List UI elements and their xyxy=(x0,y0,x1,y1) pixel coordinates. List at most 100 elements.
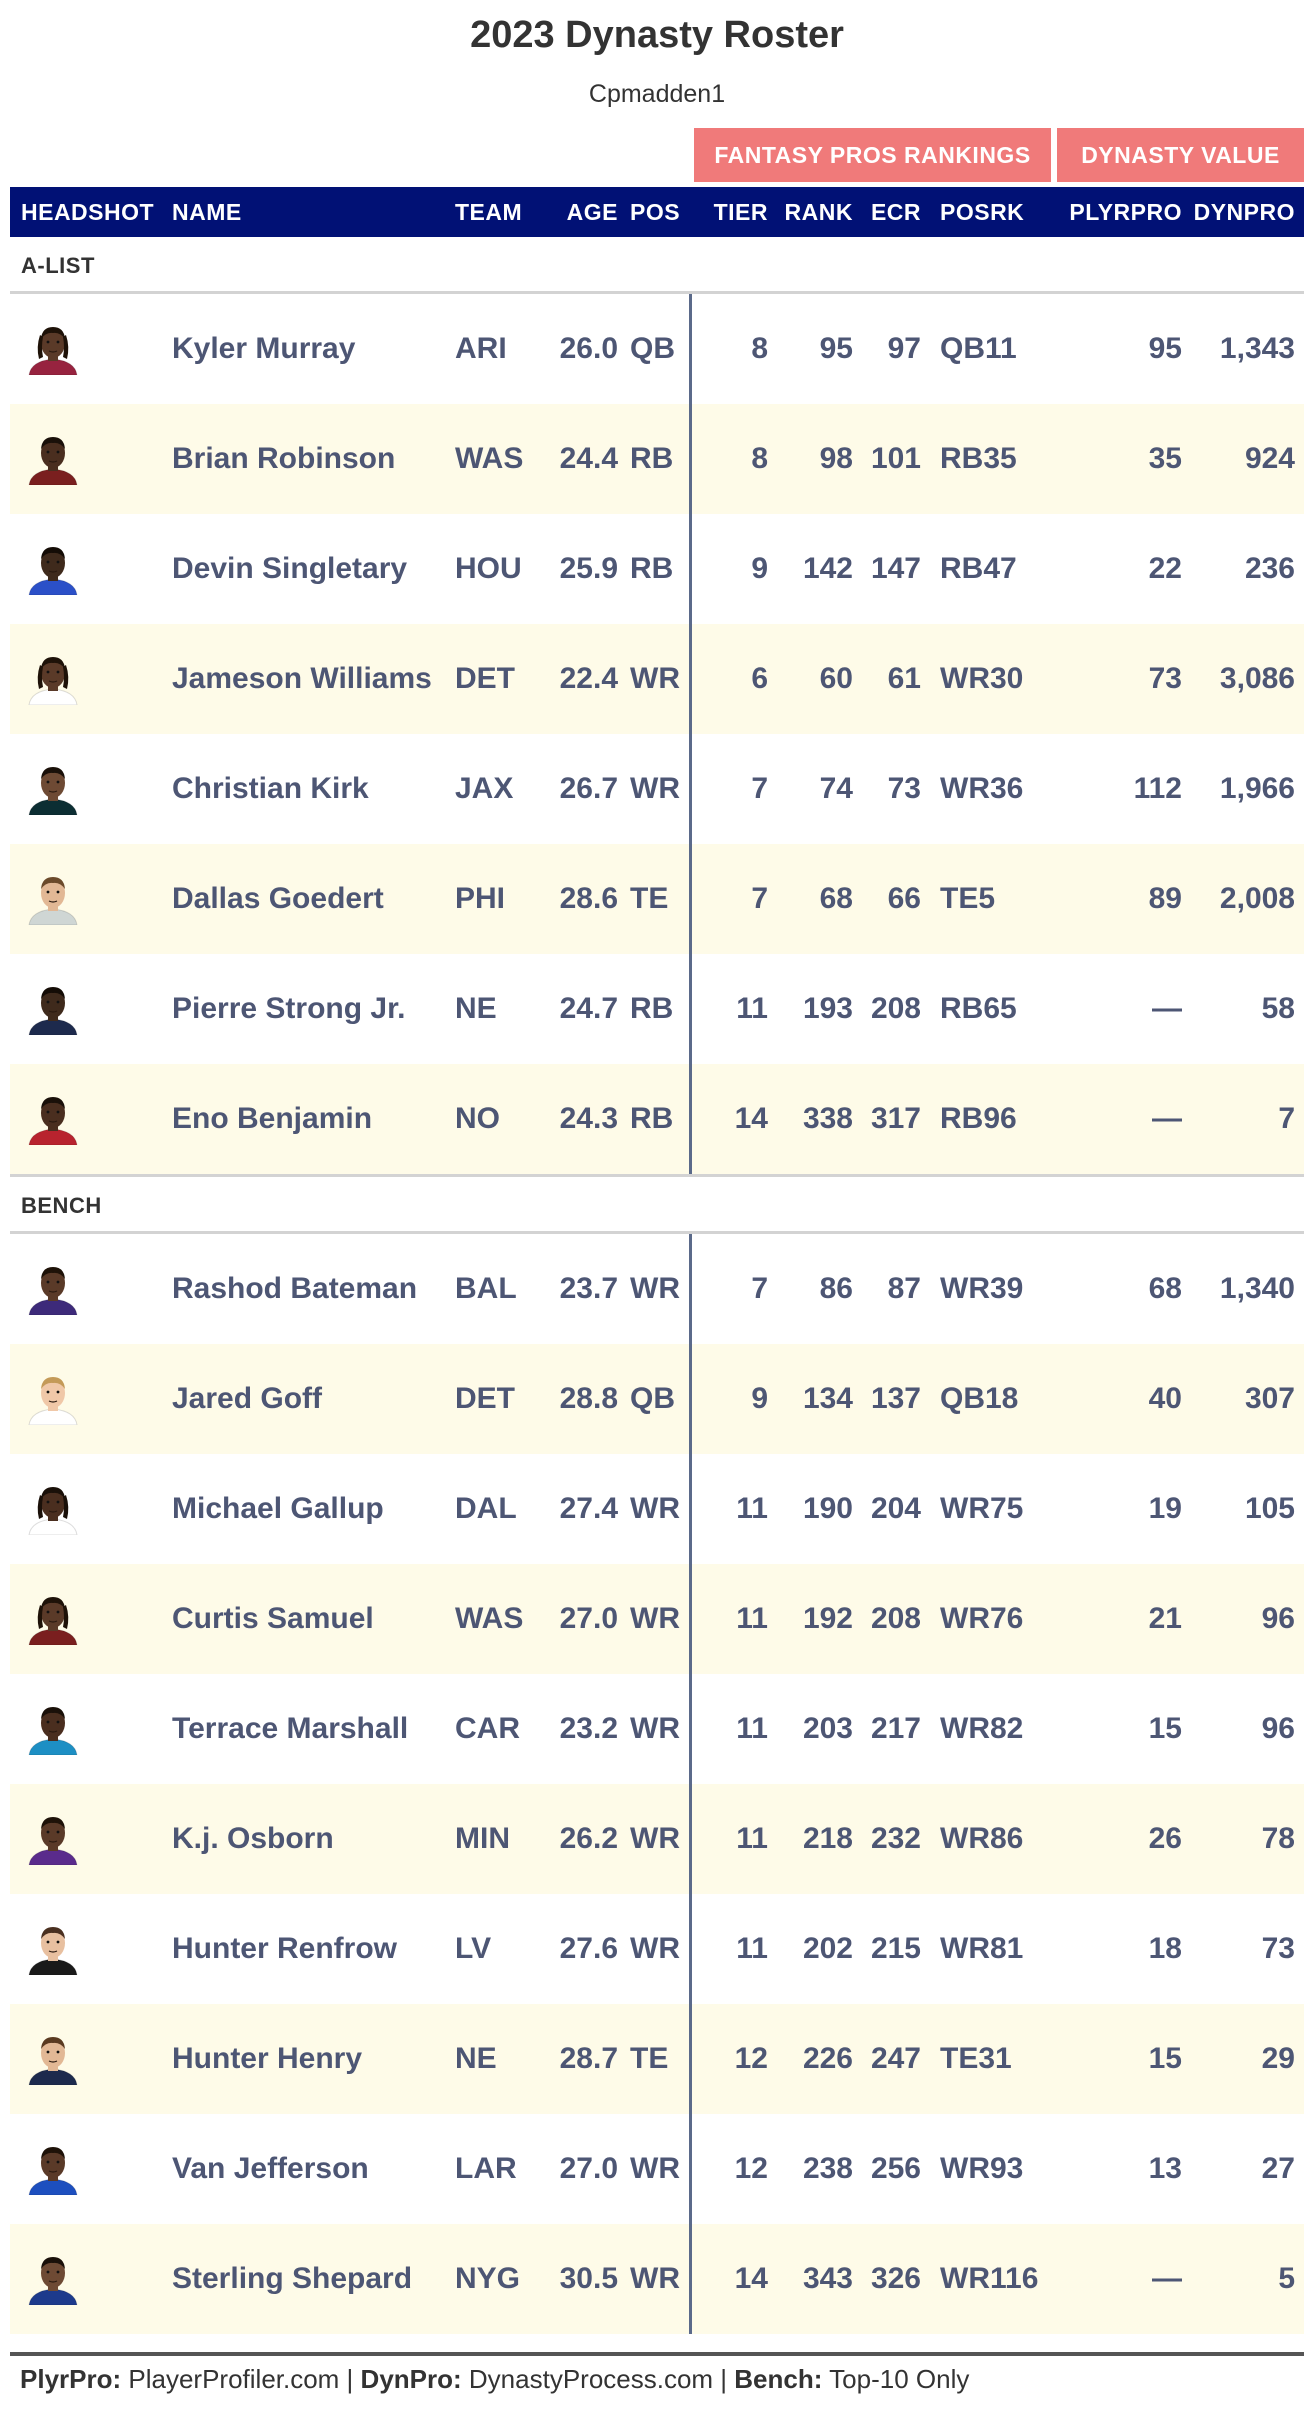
cell-rank: 98 xyxy=(819,442,853,475)
cell-tier: 8 xyxy=(751,332,768,365)
cell-ecr: 73 xyxy=(887,772,921,805)
cell-posrk: WR82 xyxy=(940,1712,1024,1745)
cell-name: Hunter Renfrow xyxy=(172,1932,397,1965)
headshot-image xyxy=(28,1597,78,1645)
cell-pos: TE xyxy=(630,2042,669,2075)
headshot-image xyxy=(28,2257,78,2305)
cell-name: Hunter Henry xyxy=(172,2042,363,2075)
cell-team: MIN xyxy=(455,1822,510,1855)
cell-age: 25.9 xyxy=(559,552,618,585)
cell-plyrpro: 89 xyxy=(1148,882,1182,915)
cell-pos: WR xyxy=(630,1492,680,1525)
spanner-dynasty-value: DYNASTY VALUE xyxy=(1057,128,1304,182)
group-label: BENCH xyxy=(21,1193,102,1218)
table-row: Pierre Strong Jr. NE 24.7 RB 11 193 208 RB65 — 58 xyxy=(10,954,1304,1064)
cell-dynpro: 1,343 xyxy=(1219,332,1295,365)
cell-rank: 74 xyxy=(819,772,853,805)
table-row: Dallas Goedert PHI 28.6 TE 7 68 66 TE5 89 2,008 xyxy=(10,844,1304,954)
table-row: Curtis Samuel WAS 27.0 WR 11 192 208 WR76 21 96 xyxy=(10,1564,1304,1674)
cell-team: JAX xyxy=(455,772,514,805)
cell-rank: 202 xyxy=(802,1932,853,1965)
cell-age: 30.5 xyxy=(559,2262,618,2295)
headshot-image xyxy=(28,437,78,485)
cell-pos: QB xyxy=(630,332,675,365)
headshot-image xyxy=(28,2037,78,2085)
table-row: Sterling Shepard NYG 30.5 WR 14 343 326 WR116 — 5 xyxy=(10,2224,1304,2334)
table-subtitle: Cpmadden1 xyxy=(588,80,726,108)
cell-dynpro: 73 xyxy=(1261,1932,1295,1965)
footer-label-bench: Bench: xyxy=(734,2364,823,2394)
cell-tier: 11 xyxy=(736,1712,768,1745)
cell-posrk: WR30 xyxy=(940,662,1024,695)
cell-tier: 14 xyxy=(734,2262,768,2295)
cell-name: Devin Singletary xyxy=(172,552,408,585)
footer-label-plyrpro: PlyrPro: xyxy=(20,2364,122,2394)
headshot-image xyxy=(28,1267,78,1315)
cell-posrk: RB96 xyxy=(940,1102,1017,1135)
cell-plyrpro: 73 xyxy=(1148,662,1182,695)
cell-age: 24.4 xyxy=(559,442,618,475)
cell-posrk: QB18 xyxy=(940,1382,1019,1415)
footer-label-dynpro: DynPro: xyxy=(360,2364,462,2394)
cell-team: DAL xyxy=(455,1492,517,1525)
cell-plyrpro: — xyxy=(1152,992,1182,1025)
cell-posrk: RB65 xyxy=(940,992,1017,1025)
cell-age: 27.6 xyxy=(559,1932,618,1965)
cell-rank: 86 xyxy=(819,1272,853,1305)
cell-tier: 9 xyxy=(751,1382,768,1415)
cell-plyrpro: 15 xyxy=(1148,1712,1182,1745)
cell-team: NYG xyxy=(455,2262,521,2295)
cell-dynpro: 1,966 xyxy=(1219,772,1295,805)
table-row: Van Jefferson LAR 27.0 WR 12 238 256 WR93 13 27 xyxy=(10,2114,1304,2224)
cell-dynpro: 924 xyxy=(1244,442,1295,475)
group-end-rule xyxy=(10,1174,1304,1177)
cell-pos: RB xyxy=(630,1102,674,1135)
table-row: Jared Goff DET 28.8 QB 9 134 137 QB18 40 307 xyxy=(10,1344,1304,1454)
headshot-image xyxy=(28,1817,78,1865)
cell-dynpro: 1,340 xyxy=(1219,1272,1295,1305)
cell-dynpro: 105 xyxy=(1244,1492,1295,1525)
cell-age: 24.3 xyxy=(559,1102,618,1135)
cell-age: 23.7 xyxy=(559,1272,618,1305)
cell-tier: 12 xyxy=(734,2152,768,2185)
cell-plyrpro: 21 xyxy=(1148,1602,1182,1635)
cell-posrk: TE31 xyxy=(940,2042,1012,2075)
cell-dynpro: 78 xyxy=(1261,1822,1295,1855)
cell-rank: 343 xyxy=(802,2262,853,2295)
cell-ecr: 87 xyxy=(887,1272,921,1305)
cell-ecr: 215 xyxy=(870,1932,921,1965)
cell-team: NE xyxy=(455,992,497,1025)
footer-text-plyrpro: PlayerProfiler.com | xyxy=(121,2364,361,2394)
col-header-ecr: ECR xyxy=(870,199,921,225)
cell-posrk: WR75 xyxy=(940,1492,1024,1525)
cell-posrk: WR39 xyxy=(940,1272,1024,1305)
cell-plyrpro: 19 xyxy=(1148,1492,1182,1525)
cell-age: 23.2 xyxy=(559,1712,618,1745)
cell-pos: RB xyxy=(630,552,674,585)
cell-posrk: WR86 xyxy=(940,1822,1024,1855)
cell-pos: RB xyxy=(630,992,674,1025)
cell-rank: 226 xyxy=(802,2042,853,2075)
cell-name: K.j. Osborn xyxy=(172,1822,334,1855)
table-row: Michael Gallup DAL 27.4 WR 11 190 204 WR75 19 105 xyxy=(10,1454,1304,1564)
cell-dynpro: 307 xyxy=(1244,1382,1295,1415)
cell-team: NE xyxy=(455,2042,497,2075)
headshot-image xyxy=(28,1487,78,1535)
col-header-name: NAME xyxy=(172,199,242,225)
cell-team: DET xyxy=(455,1382,515,1415)
cell-name: Curtis Samuel xyxy=(172,1602,374,1635)
cell-dynpro: 58 xyxy=(1261,992,1295,1025)
cell-age: 27.4 xyxy=(559,1492,618,1525)
cell-posrk: TE5 xyxy=(940,882,996,915)
cell-age: 27.0 xyxy=(559,2152,618,2185)
cell-team: CAR xyxy=(455,1712,520,1745)
cell-name: Eno Benjamin xyxy=(172,1102,373,1135)
cell-age: 28.6 xyxy=(559,882,618,915)
cell-tier: 7 xyxy=(751,882,768,915)
cell-ecr: 317 xyxy=(870,1102,921,1135)
headshot-image xyxy=(28,1707,78,1755)
col-header-tier: TIER xyxy=(713,199,768,225)
headshot-image xyxy=(28,2147,78,2195)
rank-divider xyxy=(689,294,692,1174)
cell-dynpro: 5 xyxy=(1278,2262,1295,2295)
